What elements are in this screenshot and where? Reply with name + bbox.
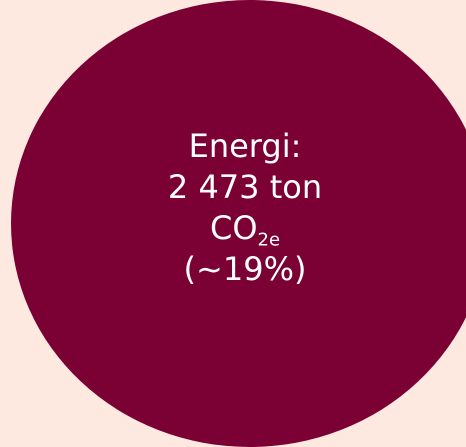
unit-main: CO: [209, 209, 258, 247]
category-label: Energi:: [188, 127, 302, 165]
energy-label: Energi: 2 473 ton CO2e (~19%): [95, 126, 395, 290]
unit-subscript: 2e: [257, 229, 281, 251]
unit-label: CO2e: [95, 208, 395, 249]
energy-circle: [11, 0, 466, 447]
share-percent: (~19%): [183, 250, 307, 288]
emission-amount: 2 473 ton: [167, 168, 323, 206]
